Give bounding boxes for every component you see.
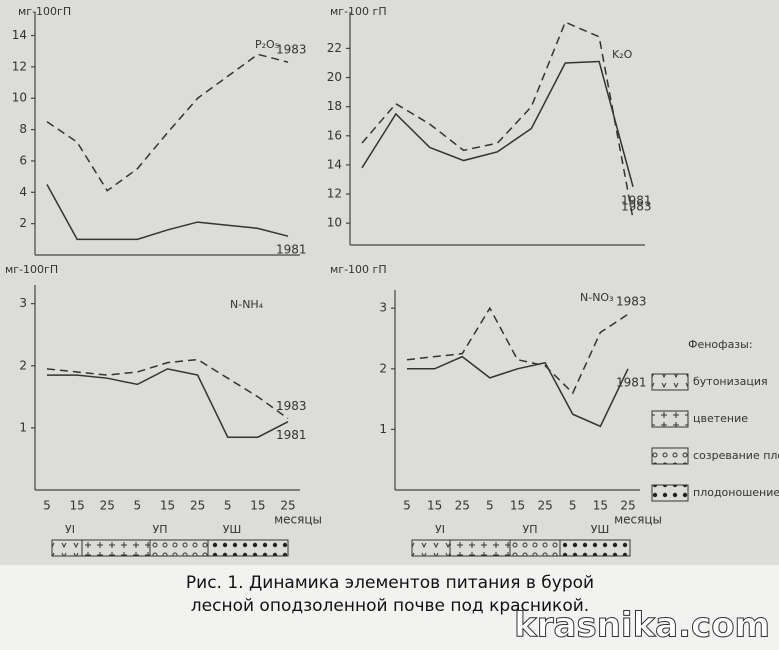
series-label: 1981: [276, 243, 307, 257]
phase-label: УШ: [223, 523, 241, 536]
scan-background: [0, 0, 779, 565]
y-tick-label: 1: [19, 420, 27, 434]
x-axis-label: месяцы: [614, 513, 662, 527]
legend-title: Фенофазы:: [688, 338, 753, 351]
data-line: [46, 358, 289, 420]
phase-label: УШ: [591, 523, 609, 536]
x-tick-label: 25: [280, 499, 295, 513]
x-tick-label: 5: [134, 499, 142, 513]
phase-segment: [449, 539, 511, 557]
watermark: krasnika.com: [514, 606, 770, 646]
phase-label: УI: [435, 523, 445, 536]
series-label: 1983: [276, 43, 307, 57]
phase-segment: [411, 539, 451, 557]
y-axis-label: мг-100гП: [5, 263, 58, 276]
phase-segment: [509, 539, 561, 557]
chart-title: P₂O₅: [255, 38, 279, 51]
y-axis-label: мг-100гП: [18, 5, 71, 18]
chart-title: N-NH₄: [230, 298, 264, 311]
legend-label: цветение: [693, 412, 748, 425]
x-axis-label: месяцы: [274, 513, 322, 527]
x-tick-label: 15: [427, 499, 442, 513]
y-tick-label: 8: [19, 122, 27, 136]
y-tick-label: 6: [19, 153, 27, 167]
x-tick-label: 15: [593, 499, 608, 513]
y-tick-label: 1: [379, 422, 387, 436]
y-tick-label: 14: [12, 28, 27, 42]
data-line: [46, 53, 289, 192]
data-line: [406, 306, 629, 395]
y-tick-label: 22: [327, 41, 342, 55]
y-tick-label: 2: [19, 216, 27, 230]
x-tick-label: 5: [403, 499, 411, 513]
y-tick-label: 18: [327, 99, 342, 113]
phase-segment: [81, 539, 151, 557]
legend-label: плодоношение: [693, 486, 779, 499]
x-tick-label: 25: [537, 499, 552, 513]
x-tick-label: 5: [486, 499, 494, 513]
legend-label: бутонизация: [693, 375, 768, 388]
legend-swatch: [651, 410, 689, 428]
x-tick-label: 25: [455, 499, 470, 513]
y-tick-label: 10: [327, 216, 342, 230]
legend-label: созревание плодов: [693, 449, 779, 462]
phase-segment: [51, 539, 83, 557]
data-line: [407, 355, 629, 428]
x-tick-label: 5: [224, 499, 232, 513]
y-tick-label: 10: [12, 91, 27, 105]
y-tick-label: 20: [327, 70, 342, 84]
x-tick-label: 15: [510, 499, 525, 513]
data-line: [46, 184, 289, 241]
legend-swatch: [651, 447, 689, 465]
series-label: 1981: [616, 375, 647, 389]
series-label: 1981: [621, 193, 652, 207]
y-tick-label: 12: [12, 59, 27, 73]
y-tick-label: 3: [379, 301, 387, 315]
y-tick-label: 16: [327, 128, 342, 142]
x-tick-label: 5: [569, 499, 577, 513]
legend-swatch: [651, 484, 689, 502]
y-tick-label: 14: [327, 157, 342, 171]
data-line: [47, 368, 289, 438]
x-tick-label: 25: [100, 499, 115, 513]
y-tick-label: 12: [327, 187, 342, 201]
chart-title: N-NO₃: [580, 291, 614, 304]
x-tick-label: 15: [69, 499, 84, 513]
x-tick-label: 5: [43, 499, 51, 513]
y-tick-label: 3: [19, 296, 27, 310]
y-tick-label: 2: [19, 358, 27, 372]
caption: Рис. 1. Динамика элементов питания в бур…: [186, 573, 594, 593]
x-tick-label: 15: [160, 499, 175, 513]
y-axis-label: мг-100 гП: [330, 263, 387, 276]
series-label: 1983: [621, 199, 652, 213]
phase-label: УП: [153, 523, 168, 536]
series-label: 1981: [276, 428, 307, 442]
phase-label: УI: [65, 523, 75, 536]
caption-background: [0, 565, 779, 650]
phase-segment: [149, 539, 209, 557]
x-tick-label: 25: [620, 499, 635, 513]
data-line: [361, 21, 634, 219]
y-axis-label: мг-100 гП: [330, 5, 387, 18]
y-tick-label: 4: [19, 185, 27, 199]
phase-segment: [207, 539, 289, 557]
phase-segment: [559, 539, 631, 557]
x-tick-label: 15: [250, 499, 265, 513]
chart-title: K₂O: [612, 48, 633, 61]
phase-label: УП: [523, 523, 538, 536]
series-label: 1983: [616, 295, 647, 309]
series-label: 1983: [276, 399, 307, 413]
y-tick-label: 2: [379, 361, 387, 375]
caption: лесной оподзоленной почве под красникой.: [191, 596, 589, 616]
x-tick-label: 25: [190, 499, 205, 513]
data-line: [361, 60, 634, 187]
legend-swatch: [651, 373, 689, 391]
